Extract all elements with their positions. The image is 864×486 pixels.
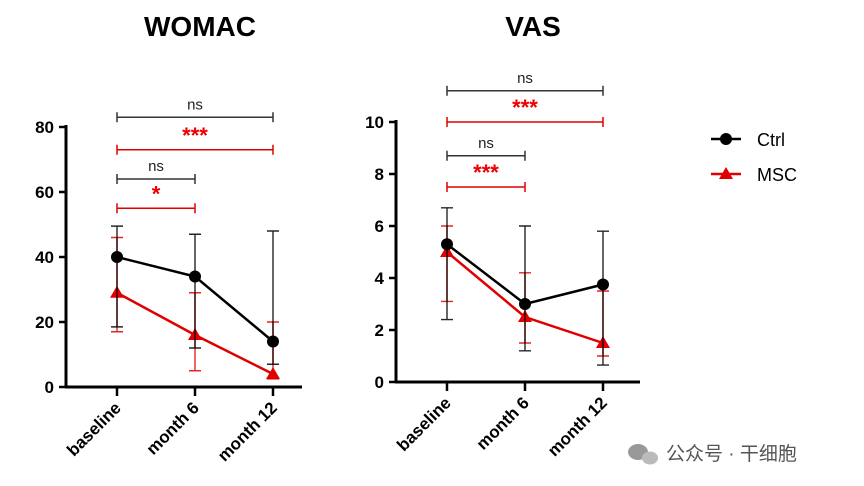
significance-bracket — [446, 117, 604, 127]
y-tick-label: 8 — [375, 165, 384, 184]
significance-label: ns — [517, 70, 533, 87]
data-point-ctrl — [189, 270, 201, 283]
x-tick-label: baseline — [63, 398, 125, 460]
data-point-msc — [266, 367, 280, 379]
data-point-ctrl — [267, 335, 279, 348]
error-bar — [111, 225, 123, 328]
legend-label: MSC — [757, 165, 797, 185]
wechat-icon-small — [642, 451, 658, 465]
x-tick-label: month 6 — [143, 398, 203, 458]
y-tick-label: 2 — [375, 321, 384, 340]
significance-bracket — [116, 112, 274, 123]
y-tick-label: 6 — [375, 217, 384, 236]
significance-label: *** — [473, 160, 499, 185]
y-tick-label: 4 — [375, 269, 385, 288]
x-tick-label: month 6 — [473, 393, 533, 453]
y-tick-label: 0 — [375, 373, 384, 392]
x-tick-label: baseline — [393, 393, 455, 455]
significance-label: * — [152, 181, 161, 206]
significance-bracket — [116, 144, 274, 155]
y-tick-label: 20 — [35, 313, 54, 332]
significance-label: *** — [182, 123, 208, 148]
y-tick-label: 10 — [365, 113, 384, 132]
data-point-ctrl — [441, 238, 453, 251]
x-tick-label: month 12 — [214, 398, 281, 465]
significance-bracket — [116, 203, 196, 214]
significance-label: *** — [512, 95, 538, 120]
legend-marker-ctrl — [720, 133, 732, 145]
significance-label: ns — [478, 135, 494, 152]
y-tick-label: 80 — [35, 118, 54, 137]
legend-marker-msc — [719, 167, 733, 179]
significance-bracket — [446, 182, 526, 192]
chart-title: WOMAC — [144, 11, 256, 42]
significance-bracket — [446, 85, 604, 96]
chart-title: VAS — [505, 11, 561, 42]
significance-bracket — [116, 174, 196, 184]
watermark-text: 公众号 · 干细胞 — [666, 443, 797, 465]
data-point-ctrl — [597, 278, 609, 291]
error-bar — [519, 225, 531, 352]
y-tick-label: 60 — [35, 183, 54, 202]
significance-bracket — [446, 150, 526, 161]
y-tick-label: 0 — [45, 378, 54, 397]
error-bar — [189, 233, 201, 349]
legend-label: Ctrl — [757, 130, 785, 150]
x-tick-label: month 12 — [544, 393, 611, 460]
data-point-ctrl — [111, 251, 123, 263]
error-bar — [597, 230, 609, 366]
significance-label: ns — [148, 158, 164, 175]
significance-label: ns — [187, 96, 203, 113]
y-tick-label: 40 — [35, 248, 54, 267]
data-point-ctrl — [519, 298, 531, 310]
error-bar — [441, 207, 453, 321]
